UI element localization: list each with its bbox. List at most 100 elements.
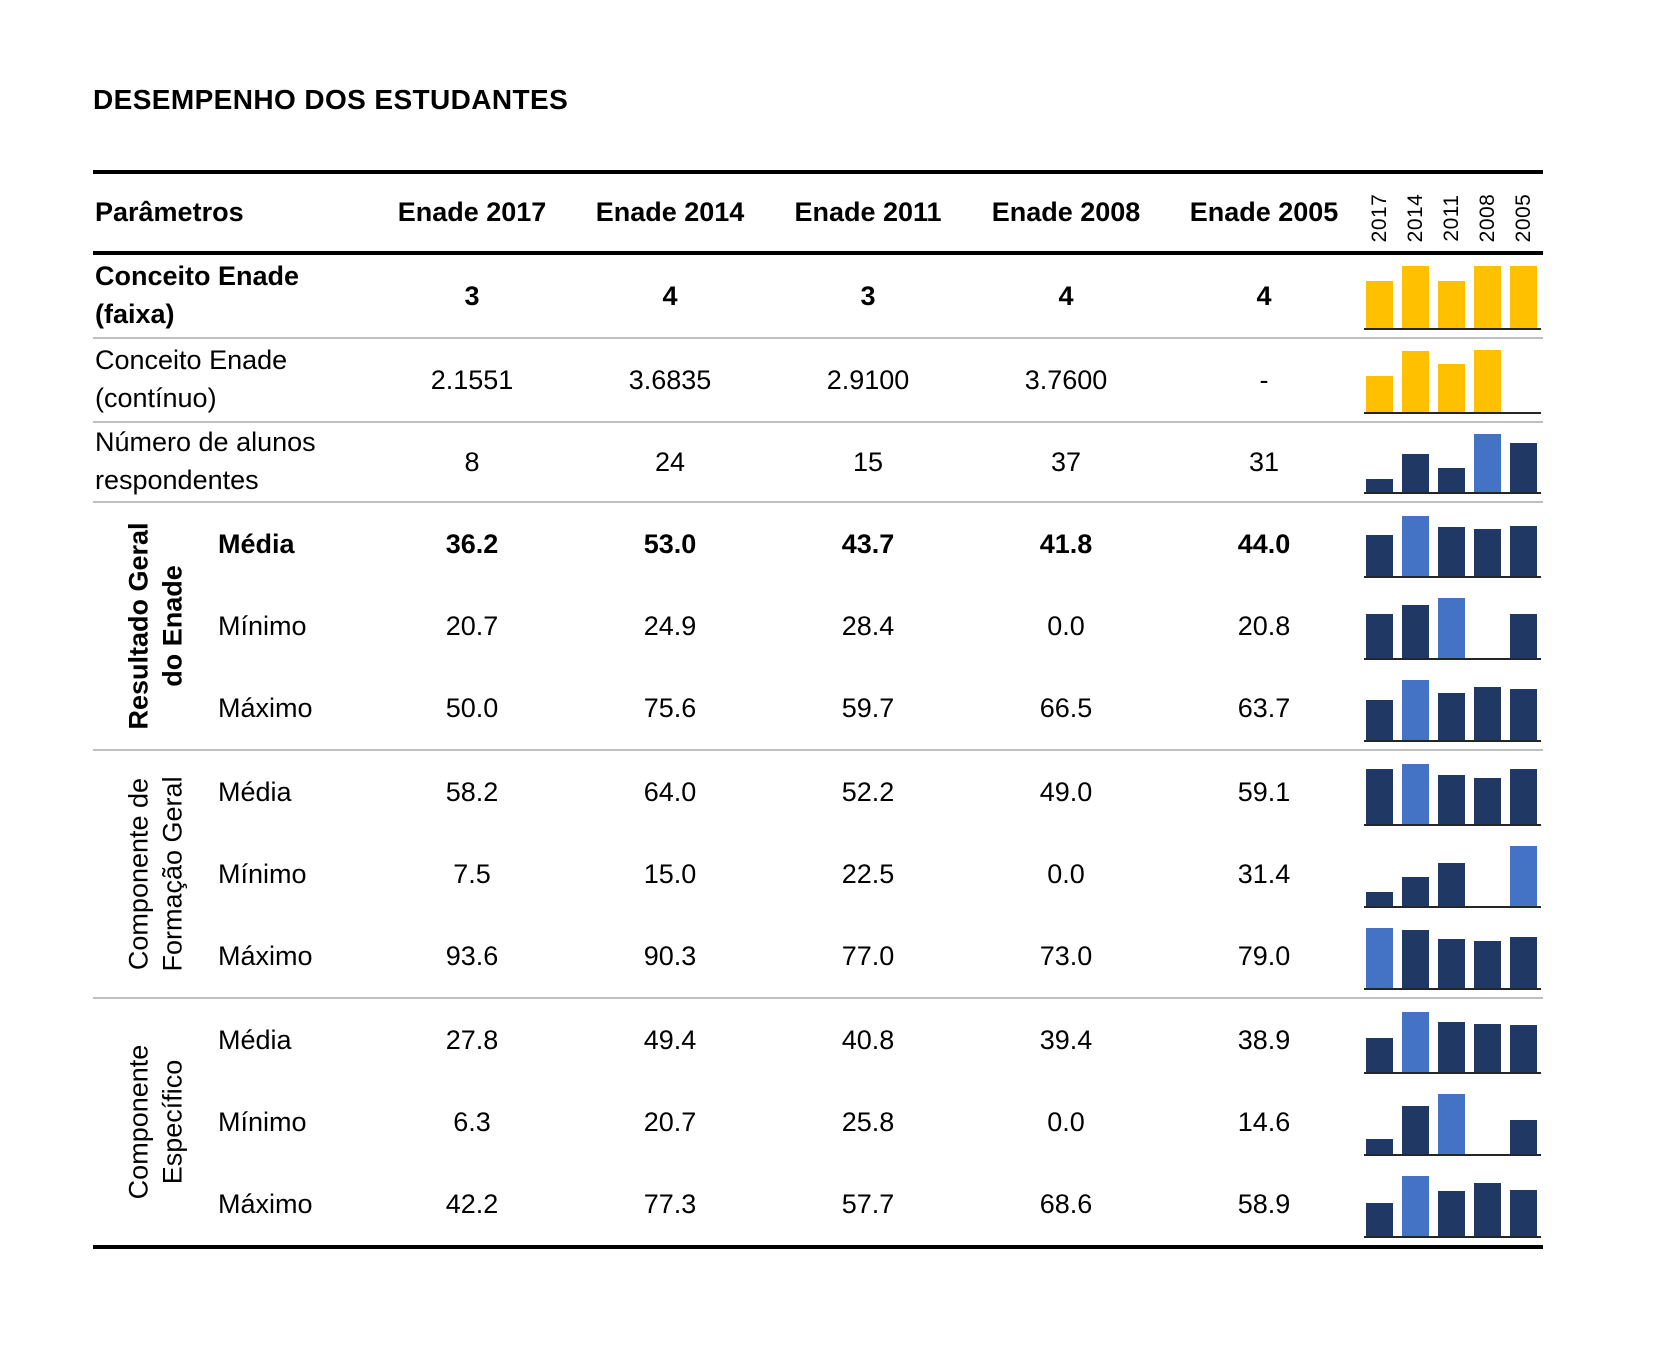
sparkline-bars [1366, 266, 1537, 328]
bar-2017 [1366, 376, 1393, 412]
sparkline-bars [1366, 680, 1537, 740]
value-cell: 38.9 [1237, 1024, 1291, 1055]
value-cell: 4 [1256, 280, 1272, 311]
sparkline-bars [1366, 764, 1537, 824]
value-cell: 49.0 [1039, 776, 1093, 807]
value-cell: 41.8 [1039, 528, 1093, 559]
value-cell: 68.6 [1039, 1188, 1093, 1219]
value-cell: 4 [1058, 280, 1074, 311]
bar-2005 [1510, 443, 1537, 492]
table-row-group: Componente de Formação Geral Média 58.2 64.0… [93, 751, 1543, 999]
bar-2005 [1510, 689, 1537, 740]
bar-2008 [1474, 350, 1501, 412]
column-header-parametros: Parâmetros [95, 197, 244, 227]
value-cell: 3.6835 [628, 364, 712, 395]
bar-2014 [1402, 516, 1429, 576]
value-cell: 50.0 [445, 692, 499, 723]
bar-2005 [1510, 846, 1537, 906]
value-cell: 28.4 [841, 610, 895, 641]
value-cell: 15.0 [643, 858, 697, 889]
sparkline [1363, 667, 1543, 749]
bar-2017 [1366, 535, 1393, 576]
value-cell: 7.5 [453, 858, 491, 889]
value-cell: 59.1 [1237, 776, 1291, 807]
value-cell: 3.7600 [1024, 364, 1108, 395]
bar-2005 [1510, 526, 1537, 576]
value-cell: 22.5 [841, 858, 895, 889]
row-label: Média [218, 1024, 292, 1055]
sparkline-bars [1366, 928, 1537, 988]
group-label-text: Componente Específico [122, 1044, 187, 1200]
bar-2011 [1438, 693, 1465, 740]
sparkline-bars [1366, 350, 1537, 412]
spark-year-label: 2008 [1475, 193, 1499, 243]
sparkline [1363, 915, 1543, 997]
value-cell: 93.6 [445, 940, 499, 971]
value-cell: 31 [1248, 446, 1280, 477]
sparkline [1363, 1163, 1543, 1245]
bar-2005 [1510, 937, 1537, 988]
sparkline [1363, 423, 1543, 501]
value-cell: 31.4 [1237, 858, 1291, 889]
value-cell: 77.3 [643, 1188, 697, 1219]
value-cell: 42.2 [445, 1188, 499, 1219]
row-label: Mínimo [218, 858, 307, 889]
sparkline-bars [1366, 1176, 1537, 1236]
value-cell: 20.7 [445, 610, 499, 641]
value-cell: 25.8 [841, 1106, 895, 1137]
bar-2014 [1402, 1176, 1429, 1236]
bar-2011 [1438, 863, 1465, 906]
bar-2011 [1438, 364, 1465, 412]
value-cell: 57.7 [841, 1188, 895, 1219]
value-cell: 79.0 [1237, 940, 1291, 971]
column-header-enade-2011: Enade 2011 [794, 197, 942, 227]
bar-2017 [1366, 281, 1393, 328]
sparkline-bars [1366, 434, 1537, 492]
value-cell: 20.8 [1237, 610, 1291, 641]
value-cell: 39.4 [1039, 1024, 1093, 1055]
sparkline-bars [1366, 516, 1537, 576]
value-cell: 0.0 [1047, 610, 1085, 641]
table-row: Conceito Enade (contínuo) 2.1551 3.6835 2.91… [93, 339, 1543, 423]
sparkline [1363, 503, 1543, 585]
bar-2008 [1474, 687, 1501, 740]
value-cell: 2.1551 [430, 364, 514, 395]
bar-2011 [1438, 1094, 1465, 1154]
bar-2011 [1438, 1191, 1465, 1236]
sparkline-axis [1364, 576, 1541, 578]
value-cell: 37 [1050, 446, 1082, 477]
group-label-text: Resultado Geral do Enade [122, 522, 187, 730]
column-header-enade-2014: Enade 2014 [595, 197, 745, 227]
sparkline [1363, 833, 1543, 915]
value-cell: 24 [654, 446, 686, 477]
bar-2014 [1402, 605, 1429, 658]
value-cell: 8 [464, 446, 480, 477]
sparkline-axis [1364, 412, 1541, 414]
bar-2011 [1438, 1022, 1465, 1072]
value-cell: 14.6 [1237, 1106, 1291, 1137]
row-label: Média [218, 776, 292, 807]
bar-2005 [1510, 769, 1537, 824]
value-cell: 20.7 [643, 1106, 697, 1137]
value-cell: 58.9 [1237, 1188, 1291, 1219]
bar-2017 [1366, 614, 1393, 658]
value-cell: 90.3 [643, 940, 697, 971]
bar-2008 [1474, 266, 1501, 328]
table-row: Conceito Enade (faixa) 3 4 3 4 4 [93, 255, 1543, 339]
column-header-enade-2008: Enade 2008 [991, 197, 1141, 227]
value-cell: 24.9 [643, 610, 697, 641]
bar-2008 [1474, 1183, 1501, 1236]
bar-2005 [1510, 1025, 1537, 1072]
bar-2014 [1402, 930, 1429, 988]
row-label: Número de alunos respondentes [95, 427, 316, 495]
sparkline [1363, 339, 1543, 421]
sparkline-bars [1366, 846, 1537, 906]
bar-2017 [1366, 1139, 1393, 1154]
value-cell: 64.0 [643, 776, 697, 807]
table-body: Conceito Enade (faixa) 3 4 3 4 4 Conceito Enade… [93, 255, 1543, 1245]
page-title: DESEMPENHO DOS ESTUDANTES [93, 84, 569, 115]
bar-2011 [1438, 468, 1465, 492]
spark-year-label: 2005 [1511, 193, 1535, 243]
row-label: Máximo [218, 692, 313, 723]
